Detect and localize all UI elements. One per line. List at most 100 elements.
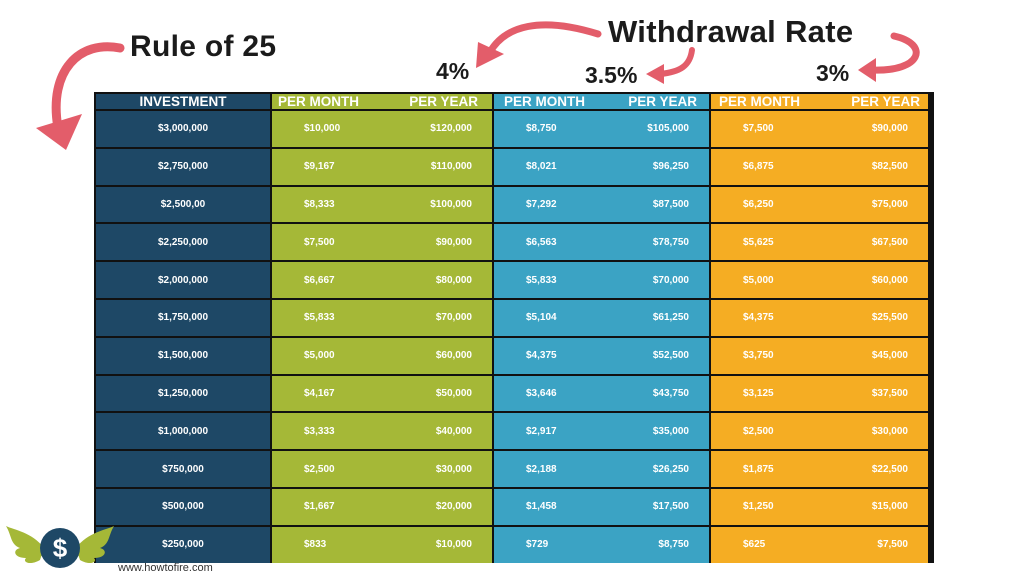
- rate-35-per-year-cell: $87,500: [614, 186, 711, 223]
- rate-35-per-month-cell: $8,021: [494, 148, 614, 185]
- table-row: $3,000,000 $10,000 $120,000 $8,750 $105,000 $…: [96, 109, 932, 147]
- investment-cell: $2,750,000: [96, 148, 272, 185]
- rate-35-per-month-cell: $1,458: [494, 488, 614, 525]
- rate-35-per-month-cell: $729: [494, 526, 614, 563]
- rate-4-per-year-cell: $30,000: [388, 451, 494, 487]
- table-row: $250,000 $833 $10,000 $729 $8,750 $625 $7,500: [96, 524, 932, 563]
- rate-35-per-year-cell: $26,250: [614, 451, 711, 487]
- rate-3-per-month-cell: $2,500: [711, 413, 837, 450]
- investment-cell: $3,000,000: [96, 111, 272, 147]
- investment-cell: $500,000: [96, 488, 272, 525]
- rate-3-per-month-cell: $3,125: [711, 375, 837, 412]
- rate-3-per-month-cell: $7,500: [711, 111, 837, 147]
- rate-4-per-month-cell: $4,167: [272, 375, 388, 412]
- table-row: $2,500,00 $8,333 $100,000 $7,292 $87,500 $6,2…: [96, 184, 932, 223]
- rate-35-per-year-cell: $105,000: [614, 111, 711, 147]
- rate-35-per-month-cell: $3,646: [494, 375, 614, 412]
- investment-cell: $2,500,00: [96, 186, 272, 223]
- rate-3-label: 3%: [816, 60, 850, 86]
- rate-4-per-year-cell: $90,000: [388, 224, 494, 261]
- rate-35-per-month-cell: $2,917: [494, 413, 614, 450]
- rate-3-per-month-cell: $5,000: [711, 262, 837, 298]
- rate-3-per-year-cell: $90,000: [837, 111, 928, 147]
- investment-cell: $2,250,000: [96, 224, 272, 261]
- header-35-per-year: PER YEAR: [614, 94, 711, 109]
- rate-35-per-year-cell: $35,000: [614, 413, 711, 450]
- investment-cell: $1,750,000: [96, 299, 272, 336]
- rate-35-per-month-cell: $5,833: [494, 262, 614, 298]
- rate-4-per-month-cell: $833: [272, 526, 388, 563]
- investment-cell: $250,000: [96, 526, 272, 563]
- rate-4-per-month-cell: $3,333: [272, 413, 388, 450]
- rate-4-per-year-cell: $20,000: [388, 488, 494, 525]
- rate-35-per-year-cell: $52,500: [614, 337, 711, 374]
- rate-4-per-year-cell: $70,000: [388, 299, 494, 336]
- rate-4-per-year-cell: $120,000: [388, 111, 494, 147]
- table-header-row: INVESTMENT PER MONTH PER YEAR PER MONTH …: [96, 94, 932, 109]
- rate4-arrow-icon: [476, 21, 602, 68]
- site-url: www.howtofire.com: [118, 562, 213, 574]
- rate-4-per-month-cell: $5,833: [272, 299, 388, 336]
- rate3-arrow-icon: [858, 32, 920, 82]
- rate-3-per-year-cell: $30,000: [837, 413, 928, 450]
- rate-4-per-year-cell: $100,000: [388, 186, 494, 223]
- rate-4-label: 4%: [436, 58, 470, 84]
- rate-3-per-year-cell: $82,500: [837, 148, 928, 185]
- header-4-per-month: PER MONTH: [272, 94, 388, 109]
- rate-3-per-year-cell: $15,000: [837, 488, 928, 525]
- header-investment: INVESTMENT: [96, 94, 272, 109]
- rate-3-per-year-cell: $75,000: [837, 186, 928, 223]
- table-row: $2,750,000 $9,167 $110,000 $8,021 $96,250 $6,…: [96, 146, 932, 185]
- rate-3-per-month-cell: $3,750: [711, 337, 837, 374]
- investment-cell: $1,000,000: [96, 413, 272, 450]
- rate-3-per-year-cell: $45,000: [837, 337, 928, 374]
- rate-4-per-year-cell: $50,000: [388, 375, 494, 412]
- rate-35-per-month-cell: $4,375: [494, 337, 614, 374]
- rate-4-per-month-cell: $2,500: [272, 451, 388, 487]
- table-row: $1,750,000 $5,833 $70,000 $5,104 $61,250 $4,3…: [96, 297, 932, 336]
- table-body: $3,000,000 $10,000 $120,000 $8,750 $105,000 $…: [96, 109, 932, 563]
- rate-4-per-month-cell: $6,667: [272, 262, 388, 298]
- dollar-wings-logo: $: [6, 526, 114, 568]
- rate-4-per-year-cell: $40,000: [388, 413, 494, 450]
- investment-cell: $750,000: [96, 451, 272, 487]
- table-row: $1,250,000 $4,167 $50,000 $3,646 $43,750 $3,1…: [96, 373, 932, 412]
- table-row: $1,500,000 $5,000 $60,000 $4,375 $52,500 $3,7…: [96, 335, 932, 374]
- rate-4-per-month-cell: $7,500: [272, 224, 388, 261]
- rate-35-per-month-cell: $7,292: [494, 186, 614, 223]
- rate-3-per-year-cell: $60,000: [837, 262, 928, 298]
- header-4-per-year: PER YEAR: [388, 94, 494, 109]
- investment-cell: $1,500,000: [96, 337, 272, 374]
- rate-4-per-year-cell: $60,000: [388, 337, 494, 374]
- investment-cell: $1,250,000: [96, 375, 272, 412]
- rate-3-per-year-cell: $37,500: [837, 375, 928, 412]
- rate-4-per-year-cell: $10,000: [388, 526, 494, 563]
- rate-3-per-month-cell: $625: [711, 526, 837, 563]
- rate-35-per-year-cell: $78,750: [614, 224, 711, 261]
- table-row: $1,000,000 $3,333 $40,000 $2,917 $35,000 $2,5…: [96, 411, 932, 450]
- logo-dollar-sign: $: [53, 533, 68, 563]
- rate-3-per-month-cell: $6,250: [711, 186, 837, 223]
- rate-3-per-month-cell: $1,250: [711, 488, 837, 525]
- rate-35-per-month-cell: $8,750: [494, 111, 614, 147]
- rate-35-per-year-cell: $8,750: [614, 526, 711, 563]
- table-row: $750,000 $2,500 $30,000 $2,188 $26,250 $1,875…: [96, 449, 932, 487]
- withdrawal-rate-title: Withdrawal Rate: [608, 14, 854, 49]
- header-3-per-month: PER MONTH: [711, 94, 837, 109]
- table-row: $2,250,000 $7,500 $90,000 $6,563 $78,750 $5,6…: [96, 222, 932, 261]
- rate-35-per-year-cell: $17,500: [614, 488, 711, 525]
- rate-3-per-month-cell: $5,625: [711, 224, 837, 261]
- rate-35-label: 3.5%: [585, 62, 638, 88]
- rate-4-per-month-cell: $9,167: [272, 148, 388, 185]
- rate-35-per-year-cell: $43,750: [614, 375, 711, 412]
- rate-35-per-year-cell: $61,250: [614, 299, 711, 336]
- rate-4-per-month-cell: $10,000: [272, 111, 388, 147]
- investment-cell: $2,000,000: [96, 262, 272, 298]
- withdrawal-table: INVESTMENT PER MONTH PER YEAR PER MONTH …: [94, 92, 934, 563]
- rate-35-per-month-cell: $2,188: [494, 451, 614, 487]
- rate-3-per-year-cell: $22,500: [837, 451, 928, 487]
- rule-of-25-title: Rule of 25: [130, 30, 277, 63]
- rate-35-per-year-cell: $96,250: [614, 148, 711, 185]
- rate-3-per-year-cell: $7,500: [837, 526, 928, 563]
- rate-4-per-year-cell: $80,000: [388, 262, 494, 298]
